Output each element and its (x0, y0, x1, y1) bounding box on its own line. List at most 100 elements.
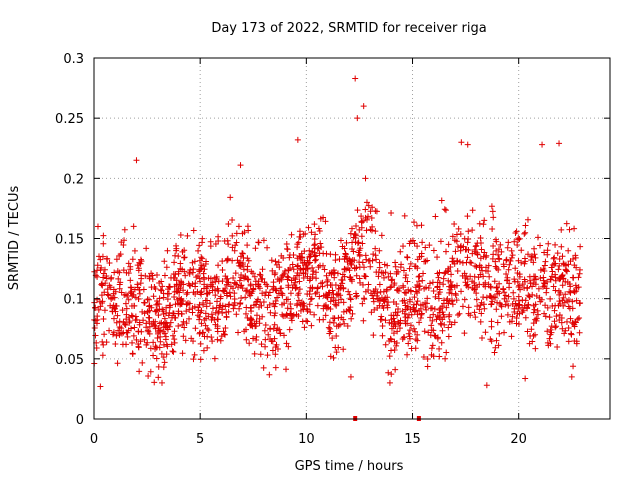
data-point (179, 350, 186, 357)
data-point (402, 300, 409, 307)
data-point (410, 304, 417, 311)
data-point (405, 330, 412, 337)
data-point (362, 214, 369, 221)
data-point (511, 238, 518, 245)
data-point (356, 251, 363, 258)
data-point (160, 364, 167, 371)
data-point (365, 281, 372, 288)
data-point (526, 273, 533, 280)
data-point (114, 312, 121, 319)
data-point (200, 274, 207, 281)
data-point (197, 278, 204, 285)
data-point (349, 225, 356, 232)
data-point (284, 305, 291, 312)
data-point (351, 265, 358, 272)
data-point (102, 280, 109, 287)
data-point (316, 250, 323, 257)
data-point (157, 333, 164, 340)
data-point (341, 320, 348, 327)
data-point (541, 268, 548, 275)
data-point (92, 304, 99, 311)
data-point (297, 265, 304, 272)
data-point (324, 276, 331, 283)
data-point (101, 331, 108, 338)
data-point (554, 344, 561, 351)
data-point (483, 264, 490, 271)
data-point (145, 373, 152, 380)
data-point (150, 339, 157, 346)
outlier-point (458, 139, 465, 146)
data-point (235, 223, 242, 230)
data-point (522, 229, 529, 236)
data-point (513, 315, 520, 322)
data-point (307, 296, 314, 303)
data-point (130, 332, 137, 339)
data-point (335, 299, 342, 306)
data-point (469, 278, 476, 285)
data-point (277, 285, 284, 292)
data-point (392, 259, 399, 266)
data-point (519, 309, 526, 316)
data-point (490, 242, 497, 249)
data-point (399, 308, 406, 315)
data-point (125, 260, 132, 267)
data-point (394, 287, 401, 294)
data-point (215, 316, 222, 323)
data-point (123, 311, 130, 318)
data-point (337, 237, 344, 244)
data-point (557, 275, 564, 282)
data-point (173, 245, 180, 252)
data-point (495, 342, 502, 349)
data-point (131, 302, 138, 309)
data-point (477, 255, 484, 262)
data-point (330, 270, 337, 277)
data-point (377, 316, 384, 323)
data-point (156, 301, 163, 308)
data-point (338, 314, 345, 321)
data-point (563, 267, 570, 274)
data-point (382, 317, 389, 324)
data-point (274, 276, 281, 283)
data-point (287, 301, 294, 308)
data-point (362, 206, 369, 213)
data-point (372, 245, 379, 252)
data-point (214, 298, 221, 305)
data-point (170, 310, 177, 317)
data-point (342, 251, 349, 258)
data-point (136, 286, 143, 293)
data-point (437, 320, 444, 327)
data-point (270, 279, 277, 286)
data-point (483, 252, 490, 259)
data-point (120, 267, 127, 274)
data-point (154, 330, 161, 337)
data-point (370, 288, 377, 295)
data-point (154, 271, 160, 278)
data-point (424, 257, 431, 264)
data-point (200, 300, 207, 307)
data-point (288, 231, 295, 238)
data-point (231, 247, 238, 254)
data-point (160, 308, 167, 315)
data-point (296, 278, 303, 285)
data-point (294, 300, 301, 307)
outlier-point (133, 157, 140, 164)
outlier-point (97, 383, 104, 390)
data-point (217, 293, 224, 300)
data-point (430, 287, 437, 294)
data-point (476, 281, 483, 288)
data-point (214, 285, 221, 292)
data-point (270, 325, 277, 332)
data-point (139, 308, 146, 315)
data-point (414, 331, 421, 338)
data-point (570, 287, 577, 294)
data-point (431, 306, 438, 313)
data-point (560, 260, 567, 267)
data-point (555, 266, 562, 273)
data-point (518, 247, 525, 254)
data-point (500, 261, 507, 268)
data-point (107, 294, 114, 301)
data-point (565, 247, 572, 254)
data-point (332, 344, 339, 351)
data-point (272, 310, 279, 317)
data-point (322, 312, 329, 319)
